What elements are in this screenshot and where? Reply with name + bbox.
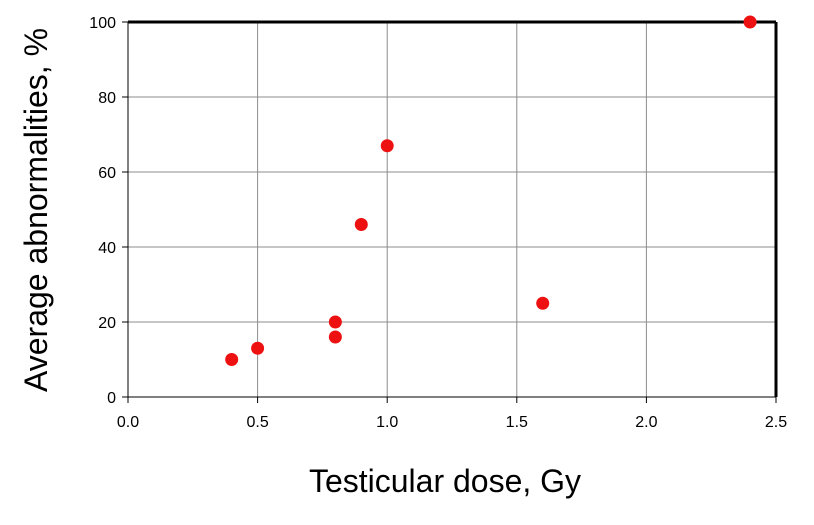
x-tick-label: 2.5 bbox=[765, 414, 787, 431]
data-point bbox=[743, 15, 757, 29]
x-tick-label: 1.5 bbox=[506, 414, 528, 431]
x-tick-label: 0.0 bbox=[117, 414, 139, 431]
y-tick-label: 40 bbox=[98, 240, 116, 257]
data-point bbox=[536, 296, 550, 310]
data-point bbox=[380, 139, 394, 153]
x-tick-label: 0.5 bbox=[246, 414, 268, 431]
x-tick-label: 1.0 bbox=[376, 414, 398, 431]
x-axis-title: Testicular dose, Gy bbox=[309, 463, 581, 499]
y-tick-label: 80 bbox=[98, 90, 116, 107]
y-axis-title: Average abnormalities, % bbox=[18, 28, 54, 392]
y-tick-label: 20 bbox=[98, 315, 116, 332]
y-tick-label: 60 bbox=[98, 165, 116, 182]
y-tick-label: 100 bbox=[89, 15, 116, 32]
x-tick-labels: 0.0 0.5 1.0 1.5 2.0 2.5 bbox=[117, 414, 787, 431]
y-tick-labels: 0 20 40 60 80 100 bbox=[89, 15, 116, 407]
data-point bbox=[225, 353, 239, 366]
x-tick-label: 2.0 bbox=[635, 414, 657, 431]
axes bbox=[122, 20, 778, 403]
grid-lines bbox=[128, 22, 776, 397]
y-tick-label: 0 bbox=[107, 390, 116, 407]
data-point bbox=[328, 315, 342, 329]
data-point bbox=[354, 218, 368, 231]
data-points bbox=[225, 15, 757, 366]
data-point bbox=[328, 330, 342, 344]
data-point bbox=[251, 341, 265, 355]
